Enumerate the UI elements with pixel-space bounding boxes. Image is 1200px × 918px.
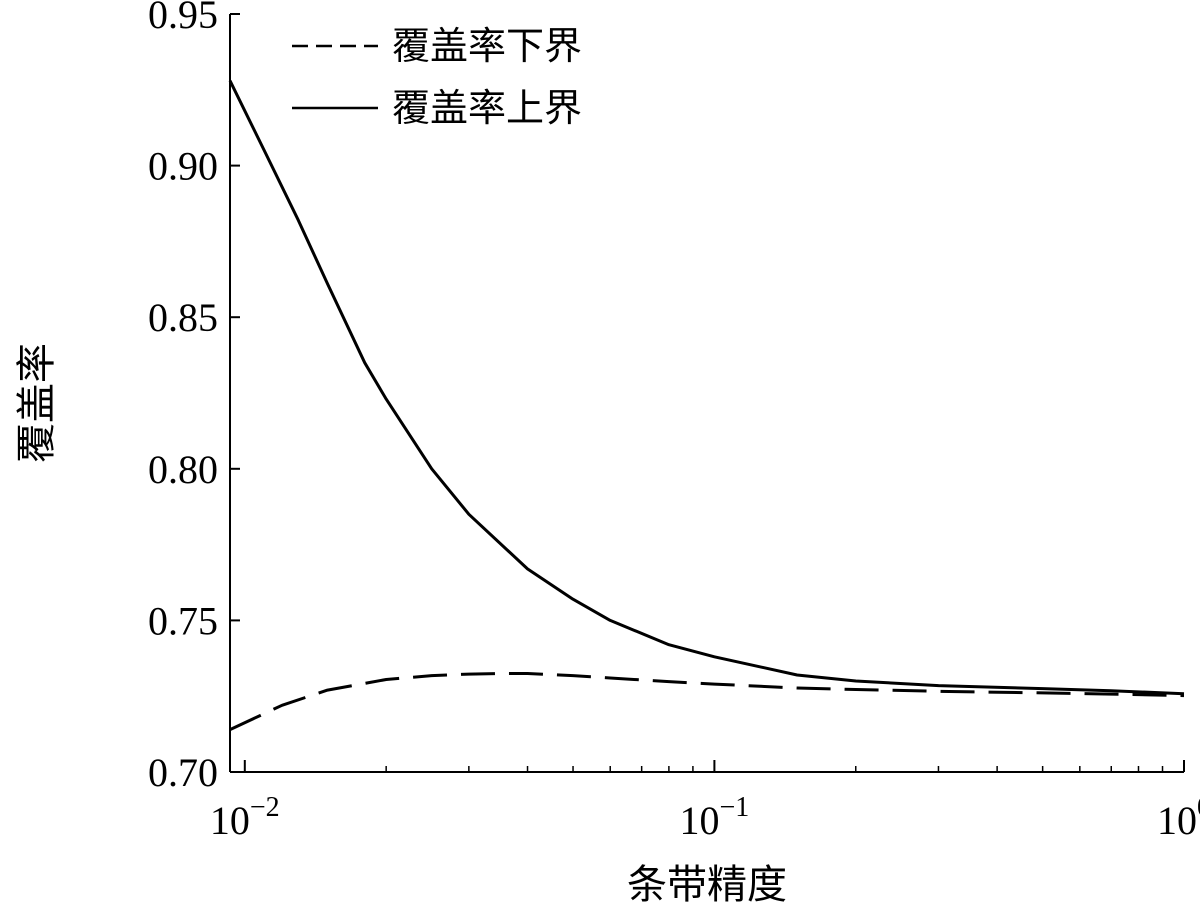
y-tick-label: 0.95 xyxy=(148,0,218,37)
legend-label: 覆盖率下界 xyxy=(392,24,582,68)
series-layer xyxy=(228,80,1185,731)
series-line-upper-bound xyxy=(228,80,1185,696)
legend-label: 覆盖率上界 xyxy=(392,86,582,130)
y-axis-ticks: 0.70 0.75 0.80 0.85 0.90 0.95 xyxy=(148,0,240,795)
x-tick-label: 10−2 xyxy=(210,792,280,843)
y-tick-label: 0.90 xyxy=(148,144,218,189)
plot-area xyxy=(229,14,1184,773)
y-tick-label: 0.80 xyxy=(148,447,218,492)
x-tick-label: 10−1 xyxy=(680,792,750,843)
y-axis-title: 覆盖率 xyxy=(14,343,60,463)
x-axis-title: 条带精度 xyxy=(627,862,787,908)
x-axis-ticks: 10−2 10−1 100 xyxy=(210,760,1200,843)
y-tick-label: 0.70 xyxy=(148,750,218,795)
x-tick-label: 100 xyxy=(1157,792,1200,843)
series-line-lower-bound xyxy=(229,672,1185,731)
y-tick-label: 0.85 xyxy=(148,295,218,340)
y-tick-label: 0.75 xyxy=(148,598,218,643)
